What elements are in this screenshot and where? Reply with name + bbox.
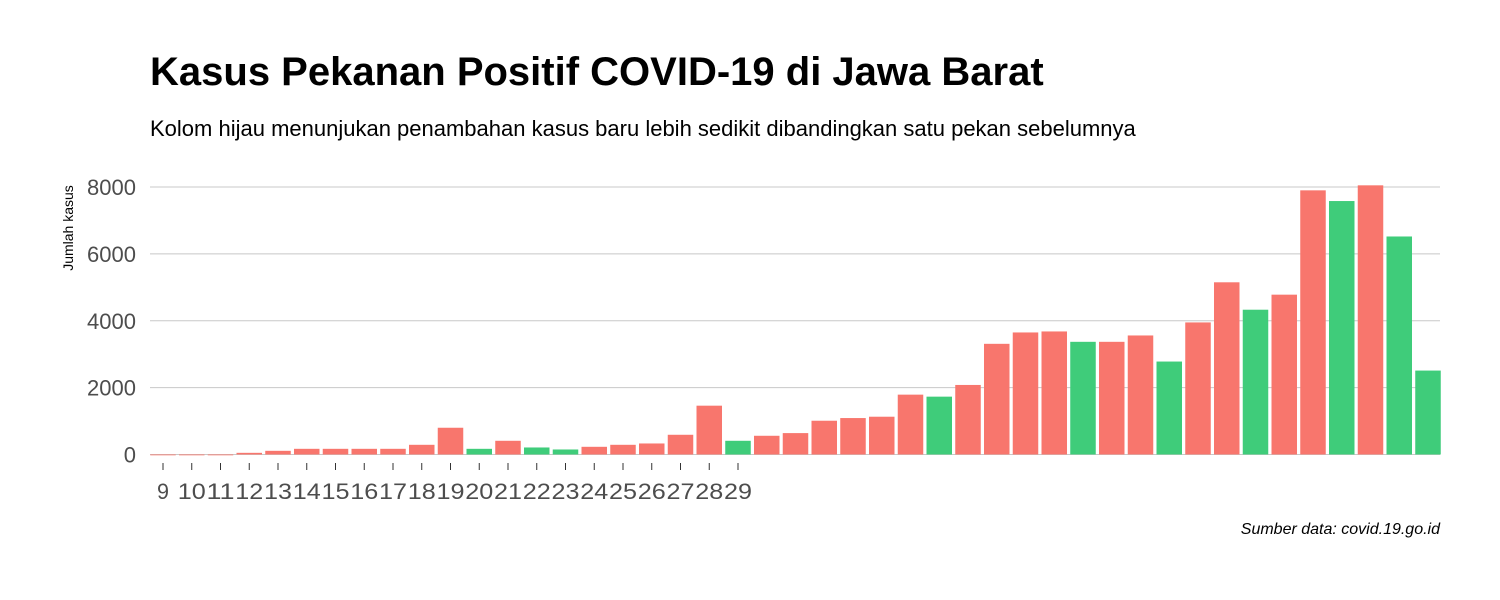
x-tick-label: 16 bbox=[350, 479, 378, 504]
x-tick-label: 12 bbox=[235, 479, 263, 504]
y-tick-label: 2000 bbox=[87, 376, 136, 401]
x-tick-label: 14 bbox=[293, 479, 321, 504]
x-tick-label: 23 bbox=[552, 479, 580, 504]
bar bbox=[1012, 332, 1039, 455]
x-tick-label: 17 bbox=[379, 479, 407, 504]
bar bbox=[351, 448, 377, 455]
bar bbox=[207, 454, 234, 456]
bar bbox=[524, 447, 550, 455]
bar bbox=[1041, 331, 1067, 455]
bar bbox=[926, 396, 952, 455]
bar bbox=[984, 343, 1010, 455]
bar bbox=[322, 448, 349, 455]
bar bbox=[782, 433, 809, 455]
x-tick-label: 19 bbox=[437, 479, 465, 504]
bar bbox=[294, 448, 320, 455]
bar bbox=[1214, 282, 1240, 455]
bar bbox=[639, 443, 665, 455]
y-axis-ticks: 0 2000 4000 6000 8000 bbox=[87, 175, 136, 468]
bar bbox=[897, 394, 924, 455]
bar bbox=[667, 434, 694, 455]
bar bbox=[1300, 190, 1326, 455]
x-tick-label: 24 bbox=[580, 479, 608, 504]
bar bbox=[265, 450, 291, 455]
bar bbox=[725, 440, 751, 455]
bar bbox=[610, 444, 636, 455]
chart-subtitle: Kolom hijau menunjukan penambahan kasus … bbox=[150, 116, 1136, 141]
chart-title: Kasus Pekanan Positif COVID-19 di Jawa B… bbox=[150, 50, 1044, 94]
x-tick-label: 18 bbox=[408, 479, 436, 504]
bar bbox=[1127, 335, 1154, 455]
y-tick-label: 0 bbox=[124, 443, 136, 468]
y-tick-label: 8000 bbox=[87, 175, 136, 200]
y-axis-label: Jumlah kasus bbox=[60, 185, 76, 271]
x-axis-ticks: 9 10 11 12 13 14 15 16 17 18 19 20 21 22 23 24 25 26 27 28 2… bbox=[157, 463, 752, 504]
bar bbox=[179, 454, 205, 456]
bar bbox=[1099, 341, 1125, 455]
bar bbox=[552, 449, 579, 455]
bar bbox=[840, 418, 866, 455]
x-tick-label: 26 bbox=[638, 479, 666, 504]
bar bbox=[1386, 236, 1412, 455]
bar bbox=[1070, 341, 1096, 455]
x-tick-label: 28 bbox=[695, 479, 723, 504]
bar bbox=[380, 448, 406, 455]
x-tick-label: 10 bbox=[178, 479, 206, 504]
x-tick-label: 15 bbox=[322, 479, 350, 504]
bar bbox=[236, 452, 262, 455]
bar bbox=[1329, 201, 1355, 455]
bar bbox=[1357, 185, 1384, 455]
y-tick-label: 4000 bbox=[87, 309, 136, 334]
x-tick-label: 25 bbox=[609, 479, 637, 504]
x-tick-label: 9 bbox=[157, 479, 169, 504]
x-tick-label: 20 bbox=[465, 479, 493, 504]
bar bbox=[754, 435, 780, 455]
y-tick-label: 6000 bbox=[87, 242, 136, 267]
bar bbox=[150, 454, 176, 456]
bars bbox=[150, 185, 1441, 456]
bar bbox=[1156, 361, 1182, 455]
bar bbox=[955, 384, 981, 455]
x-tick-label: 11 bbox=[207, 479, 235, 504]
x-tick-label: 21 bbox=[494, 479, 522, 504]
bar bbox=[869, 416, 895, 455]
x-tick-label: 27 bbox=[667, 479, 695, 504]
bar bbox=[466, 448, 492, 455]
x-tick-label: 29 bbox=[724, 479, 752, 504]
x-tick-label: 22 bbox=[523, 479, 551, 504]
bar bbox=[696, 405, 722, 455]
bar bbox=[495, 440, 521, 455]
x-tick-label: 13 bbox=[264, 479, 292, 504]
bar bbox=[1415, 370, 1441, 455]
bar bbox=[1242, 309, 1269, 455]
bar bbox=[437, 427, 464, 455]
source-caption: Sumber data: covid.19.go.id bbox=[1240, 521, 1440, 538]
bar bbox=[1271, 294, 1297, 455]
bar bbox=[811, 420, 837, 455]
bar bbox=[409, 444, 435, 455]
bar bbox=[1185, 322, 1211, 455]
bar bbox=[581, 446, 607, 455]
